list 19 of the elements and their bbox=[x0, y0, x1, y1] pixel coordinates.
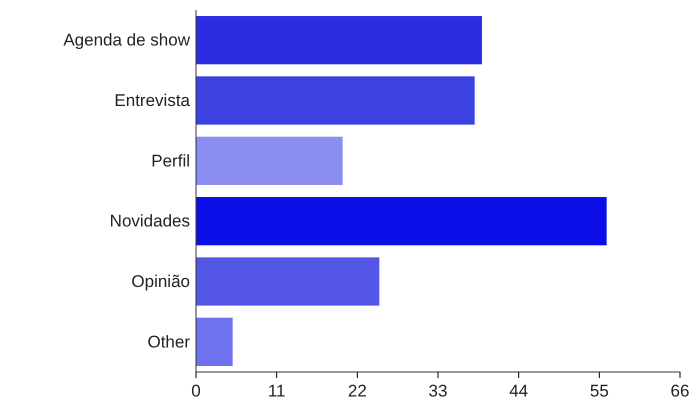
y-tick-label: Agenda de show bbox=[63, 30, 191, 50]
y-tick-label: Entrevista bbox=[114, 90, 191, 110]
x-tick-label: 0 bbox=[191, 381, 201, 400]
x-tick-label: 55 bbox=[590, 381, 609, 400]
bar bbox=[196, 136, 343, 185]
x-tick-label: 66 bbox=[670, 381, 690, 400]
x-tick-label: 11 bbox=[268, 381, 286, 400]
x-tick-label: 33 bbox=[428, 381, 448, 400]
bar bbox=[196, 16, 482, 64]
y-tick-label: Opinião bbox=[131, 272, 190, 291]
bar bbox=[196, 257, 380, 306]
bar bbox=[196, 318, 233, 366]
y-tick-label: Other bbox=[147, 332, 190, 352]
y-tick-label: Novidades bbox=[110, 212, 190, 231]
x-tick-label: 44 bbox=[509, 381, 528, 400]
bar bbox=[196, 197, 607, 246]
bar bbox=[196, 76, 475, 125]
x-tick-label: 22 bbox=[348, 381, 367, 400]
y-tick-label: Perfil bbox=[151, 151, 190, 170]
